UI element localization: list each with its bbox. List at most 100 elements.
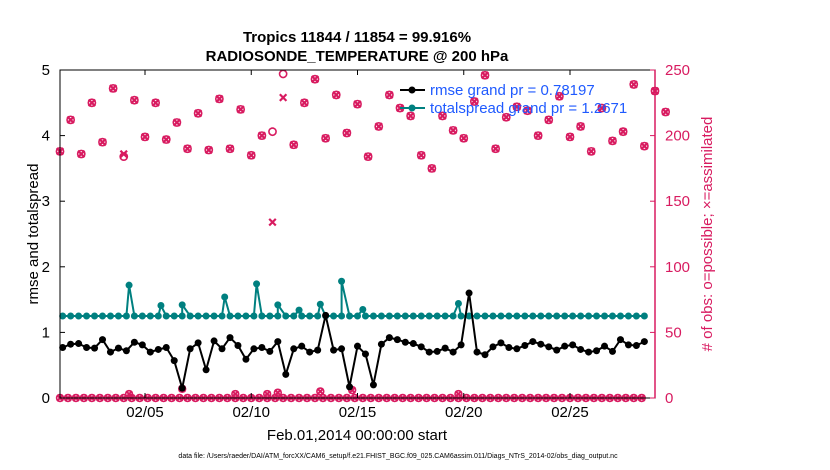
rmse-point xyxy=(361,350,369,358)
totalspread-point xyxy=(537,312,545,320)
rmse-point xyxy=(385,334,393,342)
legend-spread-marker xyxy=(408,104,416,112)
obs-assimilated-point xyxy=(109,84,118,93)
rmse-point xyxy=(593,347,601,355)
rmse-point xyxy=(497,339,505,347)
obs-possible-point xyxy=(533,131,543,140)
obs-assimilated-point xyxy=(640,142,649,151)
rmse-point xyxy=(202,366,210,374)
rmse-point xyxy=(640,338,648,346)
rmse-point xyxy=(59,343,67,351)
y-tick-label-right: 250 xyxy=(665,62,690,79)
totalspread-point xyxy=(609,312,616,320)
rmse-point xyxy=(616,336,624,344)
obs-possible-point xyxy=(214,94,224,104)
rmse-point xyxy=(457,341,465,349)
rmse-point xyxy=(465,289,473,297)
totalspread-point xyxy=(91,312,99,320)
obs-assimilated-point xyxy=(374,122,383,131)
obs-assimilated-point xyxy=(332,90,341,100)
totalspread-point xyxy=(178,312,186,320)
obs-small-count-x xyxy=(454,390,463,398)
rmse-point xyxy=(186,345,194,353)
y-tick-label-right: 200 xyxy=(665,128,690,145)
obs-assimilated-point xyxy=(438,111,447,120)
chart-title-line1: Tropics 11844 / 11854 = 99.916% xyxy=(243,29,471,46)
rmse-point xyxy=(338,345,346,353)
y-tick-label-left: 4 xyxy=(42,128,50,145)
rmse-point xyxy=(561,342,569,350)
x-tick-label: 02/10 xyxy=(232,404,270,421)
rmse-point xyxy=(130,338,138,346)
rmse-point xyxy=(545,343,553,351)
rmse-point xyxy=(226,334,234,342)
totalspread-point xyxy=(449,312,457,320)
totalspread-point xyxy=(338,277,346,285)
y-axis-label-left: rmse and totalspread xyxy=(25,164,42,305)
obs-small-count-x xyxy=(125,390,133,398)
obs-possible-point xyxy=(183,144,192,154)
rmse-point xyxy=(393,336,401,344)
totalspread-point xyxy=(346,312,354,320)
obs-assimilated-point xyxy=(172,118,181,127)
totalspread-point xyxy=(385,312,393,320)
totalspread-point xyxy=(106,312,114,320)
totalspread-point xyxy=(250,312,258,320)
rmse-point xyxy=(632,342,640,350)
obs-small-count xyxy=(124,389,134,399)
obs-small-count xyxy=(231,389,240,399)
obs-possible-point xyxy=(310,74,320,84)
rmse-point xyxy=(266,347,274,355)
rmse-point xyxy=(162,343,170,351)
y-tick-label-left: 3 xyxy=(42,193,50,210)
totalspread-point xyxy=(513,312,521,320)
obs-assimilated-point xyxy=(491,144,500,153)
y-tick-label-left: 2 xyxy=(42,259,50,276)
obs-assimilated-point xyxy=(215,94,224,103)
totalspread-point xyxy=(354,312,361,320)
rmse-point xyxy=(234,342,242,350)
totalspread-point xyxy=(585,312,593,320)
rmse-point xyxy=(170,357,178,365)
obs-assimilated-point xyxy=(204,145,213,155)
obs-assimilated-point xyxy=(629,80,638,89)
obs-possible-point xyxy=(565,132,575,142)
rmse-point xyxy=(67,340,75,348)
obs-possible-point xyxy=(618,127,628,137)
obs-possible-point xyxy=(459,133,469,143)
totalspread-point xyxy=(316,300,324,308)
obs-assimilated-point xyxy=(257,131,266,140)
totalspread-point xyxy=(146,312,154,320)
obs-possible-point xyxy=(384,90,394,100)
totalspread-point xyxy=(497,312,505,320)
totalspread-point xyxy=(577,312,585,320)
obs-possible-point xyxy=(480,70,490,80)
obs-assimilated-point xyxy=(162,135,171,144)
rmse-point xyxy=(513,345,521,353)
totalspread-point xyxy=(221,293,229,301)
rmse-point xyxy=(585,348,593,356)
obs-assimilated-point xyxy=(544,115,553,124)
obs-assimilated-point xyxy=(289,140,298,149)
rmse-point xyxy=(106,348,114,356)
totalspread-point xyxy=(202,312,210,320)
obs-assimilated-point xyxy=(247,151,256,160)
totalspread-point xyxy=(521,312,529,320)
rmse-point xyxy=(409,340,417,348)
obs-assimilated-point xyxy=(66,115,75,124)
obs-possible-point xyxy=(629,80,639,89)
rmse-point xyxy=(377,340,385,348)
obs-assimilated-point xyxy=(385,90,394,100)
obs-assimilated-point xyxy=(342,128,351,138)
obs-possible-point xyxy=(576,122,586,131)
obs-possible-point xyxy=(108,83,118,93)
obs-assimilated-point xyxy=(353,100,362,109)
rmse-point xyxy=(425,348,433,356)
rmse-point xyxy=(154,345,162,353)
obs-possible-point xyxy=(416,150,426,160)
totalspread-point xyxy=(529,312,537,320)
y-tick-label-right: 0 xyxy=(665,390,673,407)
x-tick-label: 02/25 xyxy=(551,404,589,421)
totalspread-point xyxy=(194,312,202,320)
